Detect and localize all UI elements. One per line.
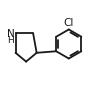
Text: H: H	[7, 36, 14, 45]
Text: Cl: Cl	[64, 18, 74, 28]
Text: N: N	[7, 29, 15, 39]
